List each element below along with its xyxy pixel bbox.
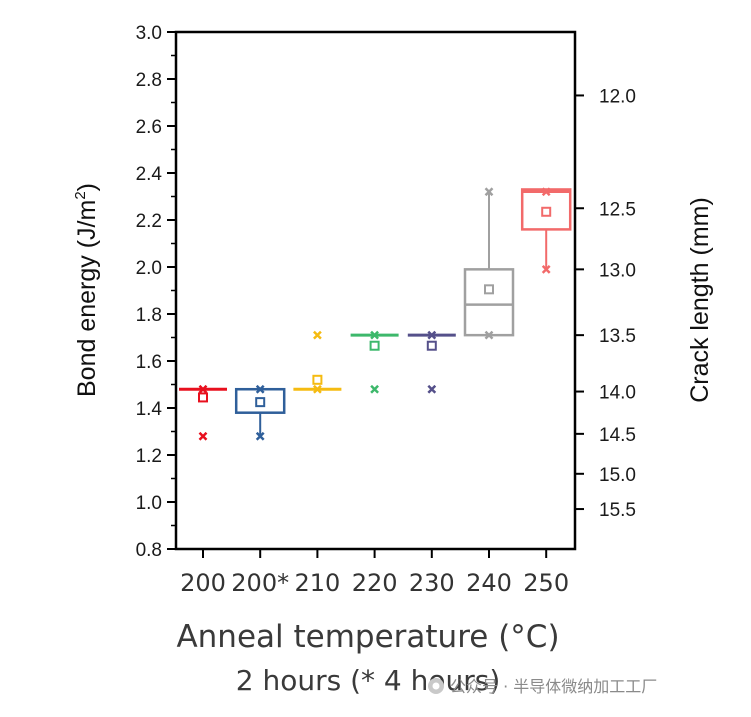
y2-tick-label: 12.5	[599, 199, 636, 220]
y-axis-title-close: )	[73, 183, 101, 191]
data-point-marker	[255, 431, 265, 441]
data-point-marker	[370, 330, 379, 340]
y2-tick-label: 13.0	[599, 260, 636, 281]
mean-marker	[541, 206, 552, 217]
y-tick-label: 3.0	[136, 23, 162, 44]
x-tick-label: 200	[180, 569, 226, 597]
mean-marker	[255, 397, 266, 408]
watermark: 公众号 · 半导体微纳加工工厂	[428, 677, 657, 696]
y2-tick-label: 13.5	[599, 326, 636, 347]
y2-tick-label: 15.5	[599, 500, 636, 521]
y2-tick-label: 14.0	[599, 383, 636, 404]
y-tick-label: 1.6	[136, 352, 162, 373]
y-tick-label: 2.0	[136, 258, 162, 279]
data-point-marker	[255, 384, 265, 394]
y-axis-title-superscript: 2	[72, 191, 89, 199]
x-tick-label: 240	[466, 569, 512, 597]
y-tick-label: 1.8	[136, 305, 162, 326]
y-tick-label: 1.0	[136, 493, 162, 514]
y-tick-label: 2.2	[136, 211, 162, 232]
y-tick-label: 2.6	[136, 117, 162, 138]
data-point-marker	[313, 384, 322, 394]
y-tick-label: 2.4	[136, 164, 163, 185]
y-tick-label: 2.8	[136, 70, 162, 91]
mean-marker	[484, 284, 494, 295]
y-tick-label: 0.8	[136, 540, 162, 561]
data-point-marker	[427, 330, 437, 340]
mean-marker	[312, 374, 323, 385]
data-point-marker	[484, 187, 494, 197]
data-point-marker	[370, 384, 379, 394]
y2-tick-label: 12.0	[599, 86, 636, 107]
x-tick-label: 250	[523, 569, 569, 597]
y2-axis-title: Crack length (mm)	[686, 197, 714, 403]
mean-marker	[198, 392, 208, 403]
x-tick-label: 220	[352, 569, 398, 597]
y-axis-title: Bond energy (J/m2)	[72, 183, 101, 397]
data-point-marker	[313, 330, 322, 340]
x-axis-subtitle: 2 hours (* 4 hours)	[236, 664, 501, 697]
y2-tick-label: 15.0	[599, 465, 636, 486]
mean-marker	[426, 340, 437, 351]
plot-area: 0.8 1.0 1.2 1.4 1.6 1.8 2.0 2.2 2.4 2.6 2.8 3.0 12.0…	[136, 23, 636, 597]
watermark-logo-icon-inner	[432, 682, 440, 690]
data-point-marker	[541, 187, 551, 197]
y2-tick-label: 14.5	[599, 425, 636, 446]
plot-frame	[174, 30, 577, 551]
data-point-marker	[198, 431, 208, 441]
y-axis-title-main: Bond energy (J/m	[73, 200, 101, 397]
box-240	[463, 268, 515, 337]
watermark-text: 公众号 · 半导体微纳加工工厂	[450, 677, 657, 696]
x-axis-title: Anneal temperature (°C)	[176, 619, 559, 655]
x-tick-label: 230	[409, 569, 455, 597]
data-point-marker	[541, 264, 551, 274]
y-tick-label: 1.2	[136, 446, 162, 467]
data-point-marker	[427, 384, 437, 394]
data-point-marker	[484, 330, 494, 340]
mean-marker	[369, 340, 380, 351]
y-tick-label: 1.4	[136, 399, 163, 420]
x-tick-label: 200*	[231, 569, 289, 597]
x-tick-label: 210	[294, 569, 340, 597]
data-point-marker	[198, 384, 208, 394]
